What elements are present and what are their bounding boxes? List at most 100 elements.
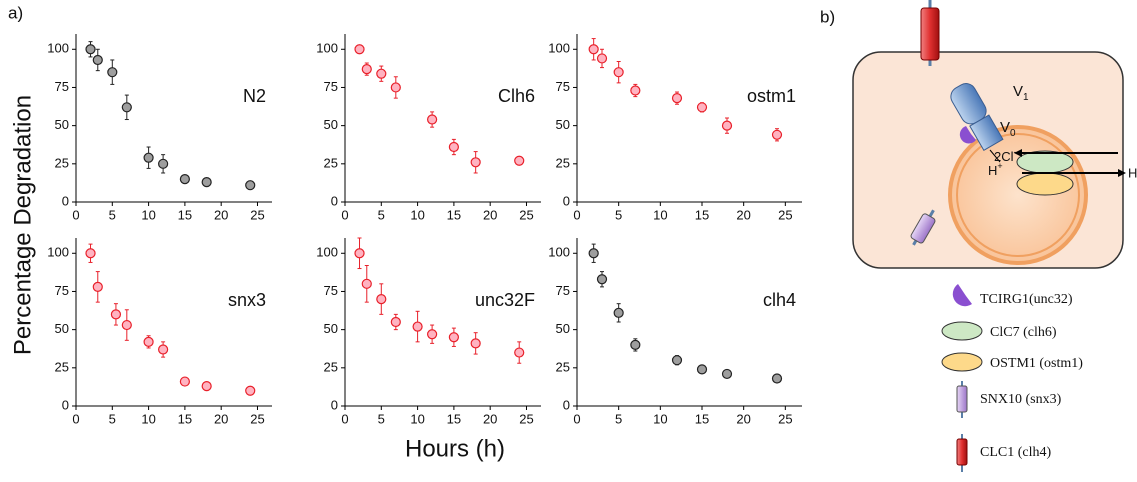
x-tick-label: 15 (695, 411, 709, 426)
x-tick-label: 5 (615, 207, 622, 222)
x-tick-label: 10 (141, 207, 155, 222)
data-point (245, 385, 256, 396)
panel-title: clh4 (763, 290, 796, 310)
y-tick-label: 100 (316, 41, 338, 56)
x-tick-label: 10 (653, 207, 667, 222)
x-tick-label: 20 (214, 207, 228, 222)
x-tick-label: 20 (736, 411, 750, 426)
v0-label: V0 (1000, 119, 1016, 139)
legend-symbol (956, 385, 968, 413)
y-tick-label: 25 (324, 155, 338, 170)
y-tick-label: 75 (55, 283, 69, 298)
data-point (630, 339, 641, 351)
label-text: 2Cl (994, 149, 1014, 164)
data-point (721, 368, 733, 380)
data-point (427, 114, 438, 125)
data-point (92, 54, 103, 66)
x-tick-label: 5 (378, 411, 385, 426)
y-tick-label: 75 (324, 79, 338, 94)
data-point (390, 82, 401, 93)
legend-text: TCIRG1(unc32) (980, 292, 1073, 307)
x-tick-label: 15 (447, 207, 461, 222)
data-point (179, 173, 190, 185)
y-tick-label: 0 (62, 193, 69, 208)
x-tick-label: 15 (178, 207, 192, 222)
legend-text: ClC7 (clh6) (990, 325, 1057, 340)
v-atpase (950, 83, 1004, 151)
y-tick-label: 50 (324, 117, 338, 132)
arrowhead (1014, 149, 1022, 157)
x-tick-label: 25 (519, 411, 533, 426)
x-tick-label: 20 (736, 207, 750, 222)
y-tick-label: 100 (47, 245, 69, 260)
x-tick-label: 5 (378, 207, 385, 222)
data-point (85, 44, 96, 55)
y-tick-label: 50 (55, 321, 69, 336)
data-point (514, 347, 525, 358)
y-tick-label: 100 (316, 245, 338, 260)
x-tick-label: 0 (72, 207, 79, 222)
label-sub: 1 (1023, 92, 1029, 103)
data-point (412, 321, 423, 332)
data-point (121, 319, 132, 331)
clc7 (1016, 150, 1074, 174)
x-tick-label: 25 (519, 207, 533, 222)
y-tick-label: 100 (47, 41, 69, 56)
data-point (179, 376, 190, 387)
x-tick-label: 5 (615, 411, 622, 426)
x-tick-label: 15 (695, 207, 709, 222)
data-point (671, 93, 683, 104)
y-tick-label: 75 (55, 79, 69, 94)
y-tick-label: 0 (62, 397, 69, 412)
data-point (470, 338, 481, 349)
data-point (427, 329, 438, 340)
x-tick-label: 15 (447, 411, 461, 426)
data-point (671, 355, 683, 366)
legend-text: CLC1 (clh4) (980, 445, 1051, 460)
y-tick-label: 50 (324, 321, 338, 336)
label-text: H (988, 163, 997, 178)
y-tick-label: 100 (548, 245, 570, 260)
data-point (85, 248, 96, 259)
y-tick-label: 0 (563, 397, 570, 412)
data-point (107, 67, 118, 78)
panel-title: ostm1 (747, 86, 796, 106)
data-point (361, 278, 372, 289)
legend-text: SNX10 (snx3) (980, 392, 1062, 407)
panel-title: Clh6 (498, 86, 535, 106)
data-point (361, 64, 372, 75)
data-point (721, 120, 733, 131)
diagram: V1 V0 2Cl- H+ H TCIRG1(unc32) ClC7 (clh6… (852, 0, 1137, 472)
data-point (92, 281, 103, 292)
panel-title: unc32F (475, 290, 535, 310)
data-point (143, 152, 154, 163)
y-tick-label: 75 (324, 283, 338, 298)
x-axis-label: Hours (h) (405, 435, 505, 462)
legend-symbol (956, 438, 968, 466)
legend-symbol (952, 284, 972, 307)
y-tick-label: 0 (331, 397, 338, 412)
x-tick-label: 20 (483, 207, 497, 222)
x-tick-label: 20 (483, 411, 497, 426)
x-tick-label: 0 (573, 207, 580, 222)
lysosome (948, 125, 1088, 265)
y-tick-label: 50 (556, 321, 570, 336)
data-point (771, 129, 783, 140)
x-tick-label: 25 (778, 411, 792, 426)
ostm1 (1016, 172, 1074, 196)
tcirg1 (959, 126, 976, 144)
data-point (390, 316, 401, 328)
y-tick-label: 75 (556, 79, 570, 94)
h-label: H+ (988, 161, 1003, 178)
y-tick-label: 0 (331, 193, 338, 208)
panel-label: a) (8, 3, 23, 22)
arrowhead (1118, 169, 1126, 177)
x-tick-label: 5 (109, 207, 116, 222)
label-text: V (1000, 119, 1010, 136)
label-text: V (1013, 83, 1023, 100)
label-sub: 0 (1010, 128, 1016, 139)
data-point (143, 336, 154, 347)
data-point (588, 248, 599, 259)
y-tick-label: 0 (563, 193, 570, 208)
